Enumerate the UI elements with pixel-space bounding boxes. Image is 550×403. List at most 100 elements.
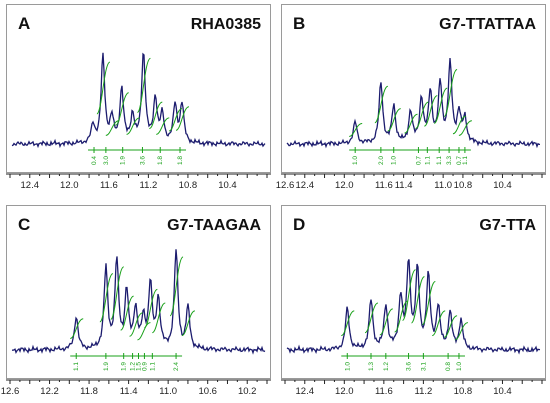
integral-value: 1.1 bbox=[424, 156, 431, 165]
integral-value: 1.1 bbox=[149, 362, 156, 371]
integral-curve bbox=[433, 87, 448, 124]
x-tick-label: 12.4 bbox=[296, 386, 315, 397]
integral-value: 0.7 bbox=[415, 156, 422, 165]
integral-curve bbox=[181, 310, 196, 337]
integral-curve bbox=[387, 108, 401, 132]
integral-curve bbox=[452, 115, 467, 135]
integral-value: 3.0 bbox=[103, 156, 110, 165]
integral-curve bbox=[454, 322, 469, 341]
integral-value: 3.3 bbox=[446, 156, 453, 165]
x-tick-label: 12.0 bbox=[60, 180, 79, 191]
integral-value: 1.1 bbox=[73, 362, 80, 371]
integral-curve bbox=[168, 108, 183, 132]
x-tick-label: 11.6 bbox=[375, 386, 393, 397]
x-tick-label: 12.0 bbox=[335, 180, 354, 191]
integral-value: 2.0 bbox=[378, 156, 385, 165]
x-tick-label: 10.8 bbox=[454, 180, 473, 191]
integral-curve bbox=[394, 300, 408, 333]
integral-value: 1.0 bbox=[344, 362, 351, 371]
integral-curve bbox=[129, 312, 143, 337]
integral-curve bbox=[169, 256, 184, 317]
integral-curve bbox=[443, 315, 458, 338]
x-tick-label: 11.0 bbox=[159, 386, 177, 397]
integral-value: 0.8 bbox=[445, 362, 452, 371]
panel-frame bbox=[281, 205, 546, 379]
spectrum-trace bbox=[11, 52, 266, 149]
integral-value: 0.4 bbox=[91, 156, 98, 165]
x-tick-label: 11.2 bbox=[139, 180, 157, 191]
panel-letter: C bbox=[18, 215, 30, 234]
panel-title: G7-TTA bbox=[479, 217, 536, 234]
integral-curve bbox=[99, 273, 114, 323]
integral-curve bbox=[115, 92, 129, 126]
integral-curve bbox=[151, 302, 166, 334]
integral-value: 1.0 bbox=[352, 156, 359, 165]
integral-value: 0.7 bbox=[456, 156, 463, 165]
x-tick-label: 11.6 bbox=[100, 180, 118, 191]
integral-curve bbox=[404, 113, 418, 134]
x-tick-label: 12.4 bbox=[21, 180, 40, 191]
spectrum-trace bbox=[286, 259, 541, 355]
integral-curve bbox=[374, 85, 389, 124]
panel-title: RHA0385 bbox=[191, 16, 261, 33]
integral-curve bbox=[421, 281, 436, 326]
panel-frame bbox=[6, 4, 271, 173]
integral-value: 2.4 bbox=[173, 362, 180, 371]
panel-title: G7-TAAGAA bbox=[167, 217, 261, 234]
nmr-chart: D G7-TTA 1.0 1.3 1.2 3.6 3.1 0.8 1.0 12.4 12.0 11.6… bbox=[281, 205, 546, 397]
panel-letter: A bbox=[18, 14, 30, 33]
x-tick-label: 10.2 bbox=[238, 386, 257, 397]
panel-c: C G7-TAAGAA 1.1 1.9 1.9 1.2 1.5 0.9 1.1 2.4 12.6 12… bbox=[1, 205, 271, 400]
x-tick-label: 10.4 bbox=[493, 386, 512, 397]
integral-curve bbox=[379, 308, 394, 336]
integral-curve bbox=[341, 310, 355, 337]
integral-value: 1.9 bbox=[121, 362, 128, 371]
integral-curve bbox=[120, 295, 134, 331]
x-tick-label: 12.6 bbox=[276, 180, 295, 191]
integral-curve bbox=[137, 322, 151, 341]
x-tick-label: 11.0 bbox=[434, 180, 452, 191]
panel-letter: B bbox=[293, 14, 305, 33]
integral-value: 1.8 bbox=[177, 156, 184, 165]
integral-value: 1.2 bbox=[383, 362, 390, 371]
x-tick-label: 10.6 bbox=[198, 386, 217, 397]
integral-curve bbox=[149, 101, 163, 130]
nmr-chart: A RHA0385 0.4 3.0 1.9 3.6 1.8 1.8 12.4 12.0 11.6 11… bbox=[6, 4, 271, 191]
x-tick-label: 12.2 bbox=[40, 386, 59, 397]
integral-curve bbox=[424, 95, 438, 127]
panel-b: B G7-TTATTAA 1.0 2.0 1.0 0.7 1.1 1.1 3.3 0.7 1.1 12… bbox=[276, 4, 546, 194]
panel-title: G7-TTATTAA bbox=[439, 16, 536, 33]
spectrum-trace bbox=[11, 249, 266, 355]
integral-value: 1.9 bbox=[103, 362, 110, 371]
integral-value: 3.6 bbox=[139, 156, 146, 165]
integral-value: 1.5 bbox=[136, 362, 143, 371]
integral-curve bbox=[364, 302, 379, 334]
integral-curve bbox=[431, 310, 446, 337]
integral-curve bbox=[349, 123, 363, 137]
x-tick-label: 11.4 bbox=[120, 386, 138, 397]
integral-value: 1.0 bbox=[456, 362, 463, 371]
x-tick-label: 10.8 bbox=[179, 180, 198, 191]
integral-curve bbox=[156, 117, 170, 135]
integral-curve bbox=[458, 120, 473, 136]
x-tick-label: 10.4 bbox=[493, 180, 512, 191]
integral-curve bbox=[402, 269, 417, 321]
integral-curve bbox=[443, 69, 458, 118]
x-tick-label: 11.8 bbox=[80, 386, 98, 397]
integral-curve bbox=[96, 61, 111, 115]
panel-letter: D bbox=[293, 215, 305, 234]
integral-curve bbox=[110, 266, 125, 320]
integral-curve bbox=[136, 57, 151, 113]
panel-d: D G7-TTA 1.0 1.3 1.2 3.6 3.1 0.8 1.0 12.4 12.0 11.6… bbox=[281, 205, 546, 400]
integral-value: 1.2 bbox=[130, 362, 137, 371]
integral-value: 1.1 bbox=[436, 156, 443, 165]
integral-value: 3.1 bbox=[420, 362, 427, 371]
spectrum-trace bbox=[286, 58, 540, 149]
integral-curve bbox=[410, 276, 425, 324]
panel-frame bbox=[6, 205, 271, 379]
integral-value: 1.8 bbox=[157, 156, 164, 165]
integral-curve bbox=[143, 288, 158, 329]
integral-value: 1.1 bbox=[462, 156, 469, 165]
